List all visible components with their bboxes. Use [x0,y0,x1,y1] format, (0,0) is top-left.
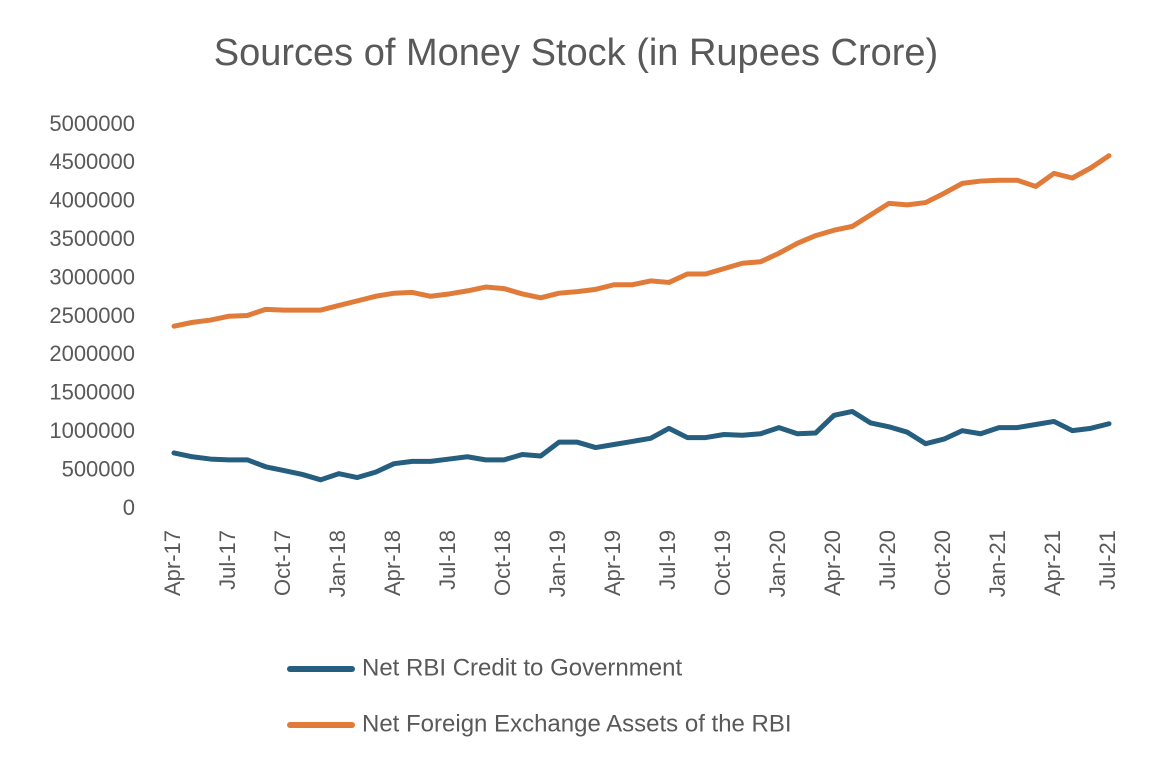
legend-label: Net RBI Credit to Government [362,654,682,681]
y-tick-label: 5000000 [49,111,135,136]
x-tick-label: Jul-18 [435,530,460,590]
y-tick-label: 3000000 [49,264,135,289]
x-tick-label: Jul-19 [655,530,680,590]
x-tick-label: Oct-20 [930,530,955,596]
x-tick-label: Apr-18 [380,530,405,596]
y-tick-label: 1000000 [49,418,135,443]
x-tick-label: Apr-20 [820,530,845,596]
y-tick-label: 4500000 [49,149,135,174]
y-tick-label: 2500000 [49,303,135,328]
series-line [171,408,1112,483]
chart-title: Sources of Money Stock (in Rupees Crore) [214,32,938,74]
x-tick-label: Jan-18 [325,530,350,597]
x-tick-label: Jul-21 [1095,530,1120,590]
x-tick-label: Jul-20 [875,530,900,590]
y-tick-label: 4000000 [49,188,135,213]
y-tick-label: 1500000 [49,380,135,405]
y-tick-label: 2000000 [49,341,135,366]
x-tick-label: Oct-19 [710,530,735,596]
x-tick-label: Jan-20 [765,530,790,597]
x-tick-label: Apr-21 [1040,530,1065,596]
legend-label: Net Foreign Exchange Assets of the RBI [362,710,792,737]
x-tick-label: Apr-19 [600,530,625,596]
series-line [171,153,1112,329]
x-tick-label: Apr-17 [160,530,185,596]
y-tick-label: 500000 [62,456,135,481]
x-tick-label: Oct-18 [490,530,515,596]
x-tick-label: Jan-21 [985,530,1010,597]
x-tick-label: Jul-17 [215,530,240,590]
y-tick-label: 0 [123,495,135,520]
x-tick-label: Oct-17 [270,530,295,596]
y-tick-label: 3500000 [49,226,135,251]
x-tick-label: Jan-19 [545,530,570,597]
